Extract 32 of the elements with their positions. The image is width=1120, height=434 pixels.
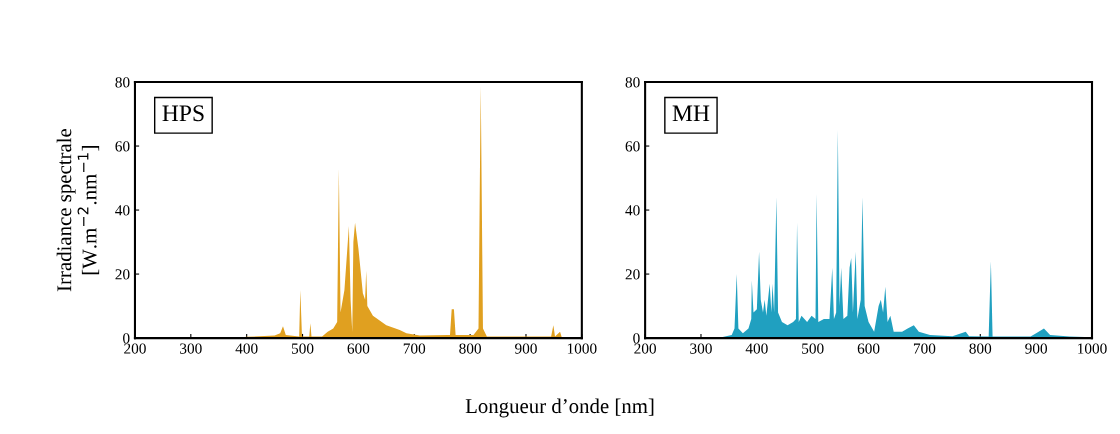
x-tick-label: 1000	[1078, 343, 1107, 354]
x-tick-label: 400	[235, 343, 258, 354]
y-tick-label: 60	[115, 141, 130, 152]
x-tick-label: 1000	[567, 343, 597, 354]
y-tick-label: 40	[115, 205, 130, 216]
x-tick-label: 500	[802, 343, 824, 354]
y-tick-label: 80	[115, 77, 130, 88]
y-tick-label: 40	[625, 205, 640, 216]
y-tick-label: 0	[633, 333, 640, 344]
y-axis-title: Irradiance spectrale [W.m$^{−2}$.nm$^{−1}$]	[56, 128, 100, 292]
x-tick-label: 600	[857, 343, 880, 354]
x-tick-label: 800	[969, 343, 992, 354]
y-tick-label: 80	[625, 77, 640, 88]
x-tick-label: 400	[745, 343, 768, 354]
x-tick-label: 600	[347, 343, 370, 354]
y-tick-label: 60	[625, 141, 640, 152]
x-tick-label: 900	[1025, 343, 1048, 354]
x-tick-label: 700	[913, 343, 936, 354]
x-tick-label: 300	[180, 343, 202, 354]
x-axis-title: Longueur d’onde [nm]	[465, 398, 654, 418]
x-tick-label: 200	[124, 343, 146, 354]
y-tick-label: 20	[115, 269, 130, 280]
text: HPS	[162, 105, 204, 122]
y-tick-label: 0	[123, 333, 130, 344]
x-tick-label: 700	[403, 343, 426, 354]
x-tick-label: 300	[690, 343, 712, 354]
x-tick-label: 200	[634, 343, 656, 354]
y-tick-label: 20	[625, 269, 640, 280]
x-tick-label: 900	[515, 343, 537, 354]
x-tick-label: 800	[459, 343, 481, 354]
text: MH	[672, 105, 710, 121]
x-tick-label: 500	[291, 343, 314, 354]
